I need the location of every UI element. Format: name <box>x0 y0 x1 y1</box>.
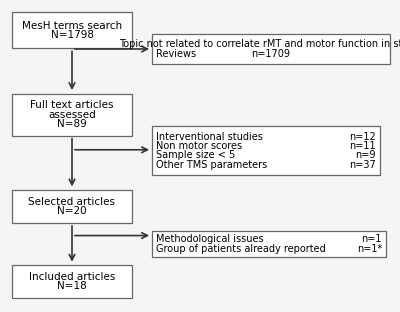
Text: Sample size < 5: Sample size < 5 <box>156 150 235 160</box>
Text: Interventional studies: Interventional studies <box>156 131 263 142</box>
Text: N=18: N=18 <box>57 281 87 291</box>
FancyBboxPatch shape <box>12 190 132 223</box>
Text: n=11: n=11 <box>349 141 376 151</box>
Text: n=1709: n=1709 <box>252 49 290 59</box>
Text: Selected articles: Selected articles <box>28 197 116 207</box>
Text: n=12: n=12 <box>349 131 376 142</box>
Text: Group of patients already reported: Group of patients already reported <box>156 244 326 254</box>
Text: N=20: N=20 <box>57 206 87 217</box>
Text: MesH terms search: MesH terms search <box>22 21 122 31</box>
FancyBboxPatch shape <box>152 126 380 175</box>
FancyBboxPatch shape <box>12 12 132 48</box>
Text: n=1: n=1 <box>362 234 382 245</box>
Text: Full text articles: Full text articles <box>30 100 114 110</box>
Text: assessed: assessed <box>48 110 96 120</box>
Text: N=1798: N=1798 <box>50 30 94 40</box>
Text: Reviews: Reviews <box>156 49 196 59</box>
Text: N=89: N=89 <box>57 119 87 129</box>
FancyBboxPatch shape <box>152 231 386 257</box>
Text: n=9: n=9 <box>356 150 376 160</box>
Text: n=1*: n=1* <box>357 244 382 254</box>
FancyBboxPatch shape <box>12 94 132 136</box>
FancyBboxPatch shape <box>152 34 390 64</box>
Text: Other TMS parameters: Other TMS parameters <box>156 159 267 170</box>
Text: Methodological issues: Methodological issues <box>156 234 264 245</box>
Text: Non motor scores: Non motor scores <box>156 141 242 151</box>
Text: n=37: n=37 <box>349 159 376 170</box>
Text: Included articles: Included articles <box>29 272 115 282</box>
FancyBboxPatch shape <box>12 265 132 298</box>
Text: Topic not related to correlate rMT and motor function in stroke: Topic not related to correlate rMT and m… <box>119 39 400 49</box>
